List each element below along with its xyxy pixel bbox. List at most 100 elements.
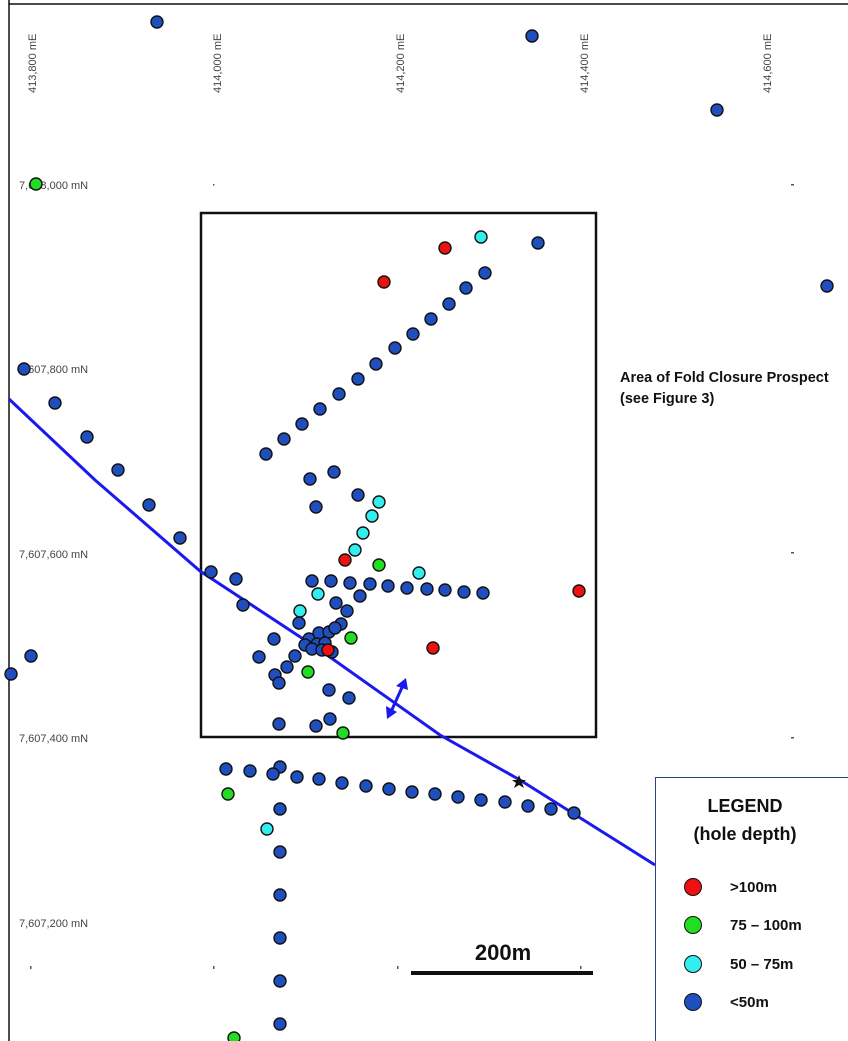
drillhole-green [372, 558, 386, 572]
northing-label: 7,607,800 mN [19, 364, 88, 376]
drillhole-blue [80, 430, 94, 444]
drillhole-cyan [311, 587, 325, 601]
drillhole-blue [309, 719, 323, 733]
easting-label: 414,600 mE [762, 34, 774, 93]
drillhole-blue [273, 931, 287, 945]
easting-label: 414,200 mE [395, 34, 407, 93]
drillhole-blue [343, 576, 357, 590]
scale-bar-label: 200m [474, 940, 532, 965]
drillhole-red [426, 641, 440, 655]
drillhole-blue [340, 604, 354, 618]
legend-item-shallow: 50 – 75m [684, 953, 793, 975]
fold-axis-arrow [386, 678, 408, 719]
drillhole-blue [111, 463, 125, 477]
drillhole-blue [309, 500, 323, 514]
drillholes [4, 15, 834, 1041]
drillhole-blue [567, 806, 581, 820]
drillhole-blue [272, 676, 286, 690]
drillhole-green [221, 787, 235, 801]
legend-title-line2: (hole depth) [693, 824, 797, 844]
drillhole-blue [459, 281, 473, 295]
drillhole-blue [369, 357, 383, 371]
drillhole-red [377, 275, 391, 289]
drillhole-blue [17, 362, 31, 376]
drillhole-blue [313, 402, 327, 416]
drillhole-green [227, 1031, 241, 1041]
drillhole-blue [498, 795, 512, 809]
drillhole-cyan [365, 509, 379, 523]
drillhole-blue [229, 572, 243, 586]
drillhole-blue [332, 387, 346, 401]
legend-label: >100m [730, 878, 778, 896]
drillhole-blue [295, 417, 309, 431]
drillhole-blue [305, 574, 319, 588]
grid-ticks [30, 184, 794, 969]
northing-label: 7,608,000 mN [19, 180, 88, 192]
drillhole-blue [312, 772, 326, 786]
drillhole-blue [474, 793, 488, 807]
drillhole-blue [476, 586, 490, 600]
drillhole-blue [525, 29, 539, 43]
drillhole-cyan [412, 566, 426, 580]
legend-label: 75 – 100m [730, 916, 802, 934]
easting-labels: 413,800 mE 414,000 mE 414,200 mE 414,400… [27, 34, 774, 93]
legend-label: 50 – 75m [730, 955, 794, 973]
legend-swatch-red [684, 878, 702, 896]
drillhole-blue [292, 616, 306, 630]
drillhole-blue [335, 776, 349, 790]
drillhole-blue [544, 802, 558, 816]
drillhole-blue [342, 691, 356, 705]
drillhole-blue [420, 582, 434, 596]
drillhole-red [321, 643, 335, 657]
drillhole-blue [303, 472, 317, 486]
drillhole-blue [351, 372, 365, 386]
drillhole-blue [322, 683, 336, 697]
drillhole-blue [400, 581, 414, 595]
drillhole-blue [363, 577, 377, 591]
drillhole-cyan [293, 604, 307, 618]
drillhole-blue [288, 649, 302, 663]
drillhole-red [438, 241, 452, 255]
drillhole-blue [388, 341, 402, 355]
drillhole-blue [280, 660, 294, 674]
drillhole-blue [327, 465, 341, 479]
drillhole-blue [272, 717, 286, 731]
northing-label: 7,607,600 mN [19, 549, 88, 561]
drillhole-blue [478, 266, 492, 280]
legend-title-line1: LEGEND [707, 796, 783, 816]
drillhole-blue [382, 782, 396, 796]
drillhole-green [29, 177, 43, 191]
drillhole-blue [351, 488, 365, 502]
easting-label: 414,000 mE [212, 34, 224, 93]
drillhole-cyan [356, 526, 370, 540]
legend-item-medium: 75 – 100m [684, 914, 802, 936]
drillhole-red [572, 584, 586, 598]
northing-labels: 7,608,000 mN 7,607,800 mN 7,607,600 mN 7… [19, 180, 88, 930]
drillhole-green [301, 665, 315, 679]
drillhole-blue [531, 236, 545, 250]
drillhole-blue [273, 974, 287, 988]
prospect-label: Area of Fold Closure Prospect (see Figur… [620, 370, 829, 407]
drillhole-blue [142, 498, 156, 512]
drillhole-blue [273, 802, 287, 816]
drillhole-blue [219, 762, 233, 776]
legend-item-deep: >100m [684, 876, 777, 898]
drillhole-blue [457, 585, 471, 599]
drillhole-blue [48, 396, 62, 410]
drillhole-blue [329, 596, 343, 610]
star-marker [512, 775, 526, 788]
drillhole-cyan [474, 230, 488, 244]
drillhole-blue [406, 327, 420, 341]
easting-label: 414,400 mE [579, 34, 591, 93]
drillhole-blue [424, 312, 438, 326]
drillhole-blue [236, 598, 250, 612]
drillhole-cyan [348, 543, 362, 557]
drillhole-blue [324, 574, 338, 588]
drillhole-blue [442, 297, 456, 311]
drillhole-blue [521, 799, 535, 813]
drillhole-blue [173, 531, 187, 545]
drillhole-blue [405, 785, 419, 799]
drillhole-cyan [372, 495, 386, 509]
legend-swatch-cyan [684, 955, 702, 973]
